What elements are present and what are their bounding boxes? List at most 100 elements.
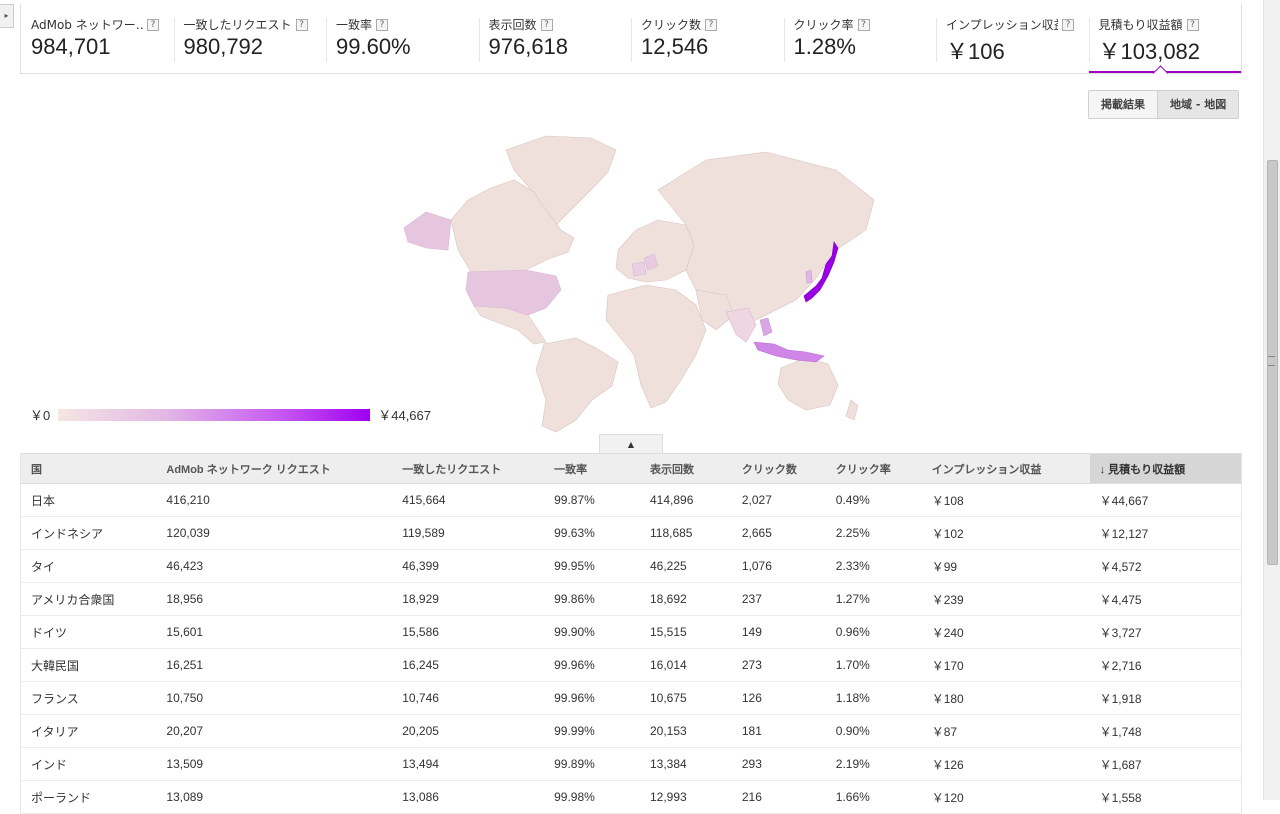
help-icon[interactable]: ? [295, 18, 308, 31]
table-row[interactable]: ドイツ 15,601 15,586 99.90% 15,515 149 0.96% ￥240 ￥… [20, 615, 1242, 649]
cell-requests: 13,089 [156, 780, 393, 814]
help-icon[interactable]: ? [857, 18, 870, 31]
map-france [631, 261, 647, 277]
help-icon[interactable]: ? [540, 18, 553, 31]
vertical-scrollbar[interactable] [1263, 0, 1280, 800]
help-icon[interactable]: ? [1062, 18, 1074, 31]
scrollbar-thumb[interactable] [1267, 160, 1278, 565]
metric-impression-revenue[interactable]: インプレッション収益? ￥106 [936, 4, 1089, 73]
cell-country: 日本 [20, 483, 157, 517]
map-new-zealand [845, 399, 859, 421]
map-south-america [535, 337, 619, 433]
col-header-estimated-revenue[interactable]: ↓ 見積もり収益額 [1089, 453, 1242, 484]
metric-match-rate[interactable]: 一致率? 99.60% [326, 4, 479, 73]
cell-clicks: 237 [731, 582, 826, 616]
world-map[interactable] [396, 130, 876, 435]
cell-estimated-revenue: ￥12,127 [1089, 516, 1242, 550]
cell-clicks: 273 [731, 648, 826, 682]
metric-estimated-revenue[interactable]: 見積もり収益額? ￥103,082 [1088, 4, 1241, 73]
map-indonesia [753, 341, 825, 363]
col-header-impressions[interactable]: 表示回数 [639, 453, 732, 484]
cell-match-rate: 99.95% [544, 549, 640, 583]
cell-ctr: 0.49% [825, 483, 922, 517]
collapse-map-button[interactable]: ▲ [599, 434, 663, 454]
cell-country: フランス [20, 681, 157, 715]
metric-label: クリック数 [641, 18, 702, 32]
col-header-matched[interactable]: 一致したリクエスト [392, 453, 545, 484]
metric-label: 見積もり収益額 [1098, 18, 1183, 32]
metric-label: インプレッション収益 [946, 18, 1058, 32]
col-header-ctr[interactable]: クリック率 [825, 453, 922, 484]
cell-impressions: 18,692 [639, 582, 732, 616]
help-icon[interactable]: ? [1186, 18, 1199, 31]
metric-requests[interactable]: AdMob ネットワー…? 984,701 [21, 4, 174, 73]
cell-matched: 415,664 [392, 483, 545, 517]
cell-requests: 10,750 [156, 681, 393, 715]
metric-value: 976,618 [488, 34, 569, 59]
help-icon[interactable]: ? [147, 18, 159, 31]
table-row[interactable]: ポーランド 13,089 13,086 99.98% 12,993 216 1.66% ￥12… [20, 780, 1242, 814]
cell-clicks: 2,665 [731, 516, 826, 550]
metric-matched-requests[interactable]: 一致したリクエスト? 980,792 [173, 4, 327, 73]
map-germany [643, 253, 659, 271]
cell-matched: 13,494 [392, 747, 545, 781]
table-row[interactable]: イタリア 20,207 20,205 99.99% 20,153 181 0.90% ￥87 ￥… [20, 714, 1242, 748]
col-header-impression-revenue[interactable]: インプレッション収益 [921, 453, 1090, 484]
metric-label: 表示回数 [488, 18, 537, 32]
metric-clicks[interactable]: クリック数? 12,546 [631, 4, 784, 73]
cell-requests: 120,039 [156, 516, 393, 550]
table-row[interactable]: フランス 10,750 10,746 99.96% 10,675 126 1.18% ￥180… [20, 681, 1242, 715]
cell-impression-revenue: ￥240 [921, 615, 1090, 649]
legend-gradient-bar [58, 408, 371, 421]
map-korea [805, 269, 813, 284]
col-header-match-rate[interactable]: 一致率 [544, 453, 640, 484]
metric-ctr[interactable]: クリック率? 1.28% [783, 4, 937, 73]
table-row[interactable]: インドネシア 120,039 119,589 99.63% 118,685 2,665 2.… [20, 516, 1242, 550]
cell-ctr: 2.19% [825, 747, 922, 781]
cell-country: インド [20, 747, 157, 781]
cell-clicks: 216 [731, 780, 826, 814]
cell-matched: 119,589 [392, 516, 545, 550]
col-header-clicks[interactable]: クリック数 [731, 453, 826, 484]
metric-label: 一致率 [336, 18, 373, 32]
cell-requests: 16,251 [156, 648, 393, 682]
cell-country: イタリア [20, 714, 157, 748]
cell-ctr: 2.25% [825, 516, 922, 550]
cell-clicks: 293 [731, 747, 826, 781]
cell-matched: 20,205 [392, 714, 545, 748]
legend-min: ￥0 [30, 408, 51, 423]
cell-clicks: 1,076 [731, 549, 826, 583]
table-row[interactable]: インド 13,509 13,494 99.89% 13,384 293 2.19% ￥126 ￥… [20, 747, 1242, 781]
metric-label: 一致したリクエスト [183, 18, 292, 32]
col-header-country[interactable]: 国 [20, 453, 157, 484]
cell-requests: 18,956 [156, 582, 393, 616]
table-row[interactable]: タイ 46,423 46,399 99.95% 46,225 1,076 2.33% ￥99 ￥… [20, 549, 1242, 583]
cell-impressions: 46,225 [639, 549, 732, 583]
cell-estimated-revenue: ￥4,572 [1089, 549, 1242, 583]
view-map-button[interactable]: 地域 - 地図 [1157, 91, 1239, 118]
sidebar-expand-toggle[interactable]: ▸ [0, 4, 14, 28]
table-row[interactable]: 日本 416,210 415,664 99.87% 414,896 2,027 0.49% ￥… [20, 483, 1242, 517]
cell-matched: 15,586 [392, 615, 545, 649]
metrics-bar: AdMob ネットワー…? 984,701 一致したリクエスト? 980,792… [20, 4, 1242, 74]
cell-match-rate: 99.98% [544, 780, 640, 814]
cell-ctr: 0.96% [825, 615, 922, 649]
help-icon[interactable]: ? [705, 18, 718, 31]
cell-match-rate: 99.96% [544, 681, 640, 715]
table-row[interactable]: アメリカ合衆国 18,956 18,929 99.86% 18,692 237 1.27% ￥… [20, 582, 1242, 616]
cell-match-rate: 99.87% [544, 483, 640, 517]
cell-ctr: 2.33% [825, 549, 922, 583]
cell-ctr: 1.70% [825, 648, 922, 682]
cell-match-rate: 99.96% [544, 648, 640, 682]
col-header-requests[interactable]: AdMob ネットワーク リクエスト [156, 453, 393, 484]
country-table: 国 AdMob ネットワーク リクエスト 一致したリクエスト 一致率 表示回数 … [20, 453, 1242, 814]
cell-impression-revenue: ￥120 [921, 780, 1090, 814]
view-results-button[interactable]: 掲載結果 [1089, 91, 1157, 118]
table-row[interactable]: 大韓民国 16,251 16,245 99.96% 16,014 273 1.70% ￥170… [20, 648, 1242, 682]
cell-impression-revenue: ￥170 [921, 648, 1090, 682]
scrollbar-grip-icon [1268, 356, 1275, 366]
cell-requests: 46,423 [156, 549, 393, 583]
metric-value: 980,792 [183, 34, 264, 59]
help-icon[interactable]: ? [376, 18, 389, 31]
metric-impressions[interactable]: 表示回数? 976,618 [478, 4, 632, 73]
